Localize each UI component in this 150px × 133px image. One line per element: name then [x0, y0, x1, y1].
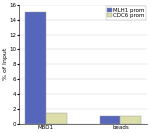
Y-axis label: % of Input: % of Input — [3, 48, 8, 80]
Legend: MLH1 prom, CDC6 prom: MLH1 prom, CDC6 prom — [106, 6, 146, 20]
Bar — [120, 116, 141, 124]
Bar — [46, 113, 67, 124]
Bar — [25, 12, 46, 124]
Bar — [100, 116, 120, 124]
